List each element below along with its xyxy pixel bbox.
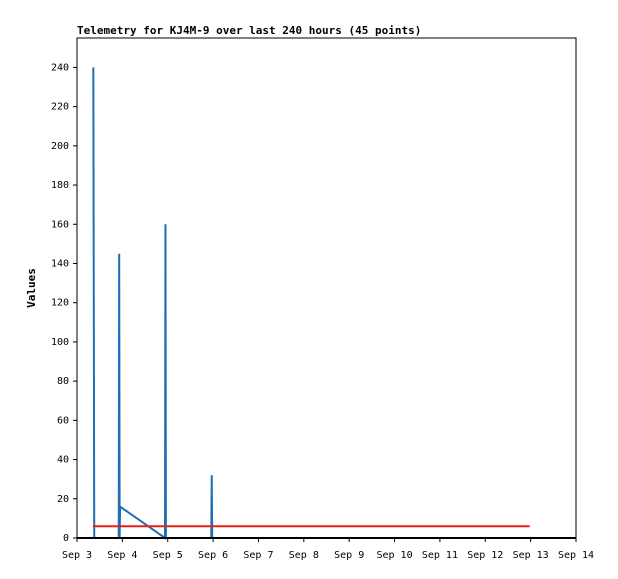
y-tick-label: 200 bbox=[51, 141, 69, 152]
series-line bbox=[92, 67, 214, 540]
y-tick-label: 0 bbox=[63, 533, 69, 544]
y-axis-label: Values bbox=[25, 268, 38, 308]
x-tick-label: Sep 13 bbox=[513, 550, 549, 561]
y-tick-label: 40 bbox=[57, 455, 69, 466]
x-tick-label: Sep 7 bbox=[243, 550, 273, 561]
x-tick-label: Sep 9 bbox=[334, 550, 364, 561]
x-tick-label: Sep 10 bbox=[376, 550, 412, 561]
x-tick-label: Sep 12 bbox=[467, 550, 503, 561]
x-tick-label: Sep 3 bbox=[62, 550, 92, 561]
y-tick-label: 100 bbox=[51, 337, 69, 348]
y-tick-label: 160 bbox=[51, 219, 69, 230]
x-tick-label: Sep 14 bbox=[558, 550, 594, 561]
y-tick-label: 240 bbox=[51, 62, 69, 73]
y-tick-label: 220 bbox=[51, 102, 69, 113]
x-tick-label: Sep 8 bbox=[289, 550, 319, 561]
plot-frame bbox=[76, 37, 577, 539]
chart-title: Telemetry for KJ4M-9 over last 240 hours… bbox=[77, 24, 421, 37]
y-tick-label: 80 bbox=[57, 376, 69, 387]
y-tick-label: 140 bbox=[51, 258, 69, 269]
y-tick-label: 20 bbox=[57, 494, 69, 505]
x-tick-label: Sep 4 bbox=[107, 550, 137, 561]
y-tick-label: 120 bbox=[51, 298, 69, 309]
x-tick-label: Sep 11 bbox=[422, 550, 458, 561]
y-tick-label: 180 bbox=[51, 180, 69, 191]
y-tick-label: 60 bbox=[57, 415, 69, 426]
x-tick-label: Sep 5 bbox=[153, 550, 183, 561]
x-tick-label: Sep 6 bbox=[198, 550, 228, 561]
